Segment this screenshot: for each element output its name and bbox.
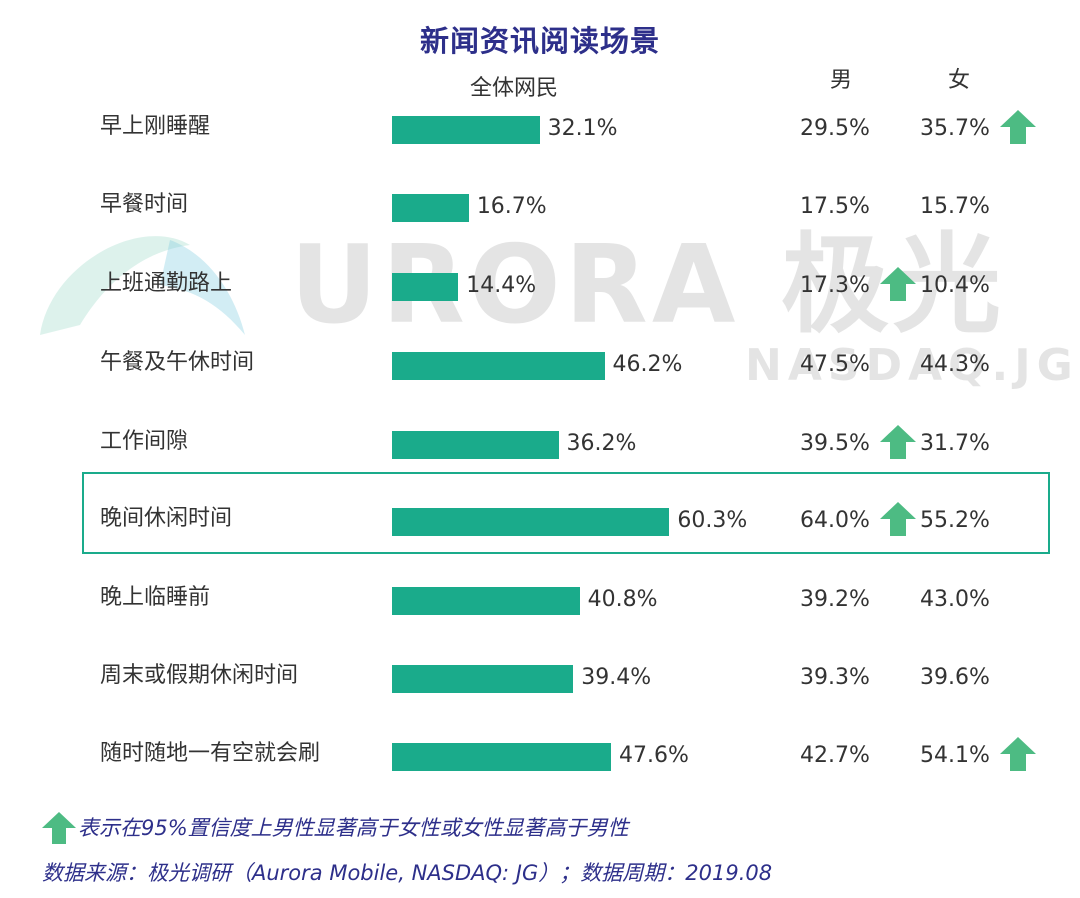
bar-value-label: 36.2%	[566, 431, 637, 456]
category-label: 工作间隙	[100, 429, 189, 454]
header-female: 女	[948, 68, 971, 93]
significance-arrow-up-icon	[1000, 110, 1036, 144]
bar	[392, 665, 574, 693]
bar	[392, 352, 605, 380]
category-label: 早上刚睡醒	[100, 114, 211, 139]
bar-value-label: 47.6%	[618, 743, 689, 768]
female-value: 43.0%	[920, 587, 990, 612]
significance-arrow-up-icon	[880, 425, 916, 459]
bar-value-label: 46.2%	[612, 352, 683, 377]
bar	[392, 508, 670, 536]
male-value: 39.3%	[800, 665, 870, 690]
bar	[392, 743, 611, 771]
bar-value-label: 32.1%	[547, 116, 618, 141]
bar-value-label: 40.8%	[587, 587, 658, 612]
male-value: 39.2%	[800, 587, 870, 612]
male-value: 39.5%	[800, 431, 870, 456]
significance-arrow-up-icon	[880, 502, 916, 536]
source-note: 数据来源：极光调研（Aurora Mobile, NASDAQ: JG）；数据周…	[42, 861, 773, 885]
chart-title: 新闻资讯阅读场景	[419, 24, 660, 58]
male-value: 64.0%	[800, 508, 870, 533]
female-value: 54.1%	[920, 743, 990, 768]
watermark-logo-shape	[40, 236, 245, 335]
bar	[392, 587, 580, 615]
category-label: 周末或假期休闲时间	[100, 663, 299, 688]
female-value: 10.4%	[920, 273, 990, 298]
bar-value-label: 60.3%	[677, 508, 748, 533]
category-label: 午餐及午休时间	[100, 350, 255, 375]
category-label: 早餐时间	[100, 192, 189, 217]
category-label: 晚间休闲时间	[100, 506, 233, 531]
male-value: 42.7%	[800, 743, 870, 768]
female-value: 39.6%	[920, 665, 990, 690]
bar-value-label: 39.4%	[581, 665, 652, 690]
female-value: 35.7%	[920, 116, 990, 141]
significance-arrow-up-icon	[1000, 737, 1036, 771]
bar	[392, 273, 459, 301]
header-male: 男	[830, 68, 853, 93]
arrow-up-icon	[42, 812, 76, 844]
category-label: 晚上临睡前	[100, 585, 211, 610]
male-value: 47.5%	[800, 352, 870, 377]
category-label: 上班通勤路上	[100, 271, 233, 296]
watermark-sub-text: NASDAQ.JG	[745, 340, 1079, 391]
significance-arrow-up-icon	[880, 267, 916, 301]
bar	[392, 194, 469, 222]
bar-value-label: 14.4%	[466, 273, 537, 298]
male-value: 17.3%	[800, 273, 870, 298]
category-label: 随时随地一有空就会刷	[100, 741, 321, 766]
female-value: 15.7%	[920, 194, 990, 219]
legend-note: 表示在95%置信度上男性显著高于女性或女性显著高于男性	[78, 816, 629, 840]
bar-value-label: 16.7%	[476, 194, 547, 219]
male-value: 17.5%	[800, 194, 870, 219]
bar	[392, 116, 540, 144]
bar	[392, 431, 559, 459]
male-value: 29.5%	[800, 116, 870, 141]
female-value: 44.3%	[920, 352, 990, 377]
female-value: 31.7%	[920, 431, 990, 456]
female-value: 55.2%	[920, 508, 990, 533]
header-all: 全体网民	[470, 76, 559, 101]
highlight-box	[82, 472, 1050, 554]
